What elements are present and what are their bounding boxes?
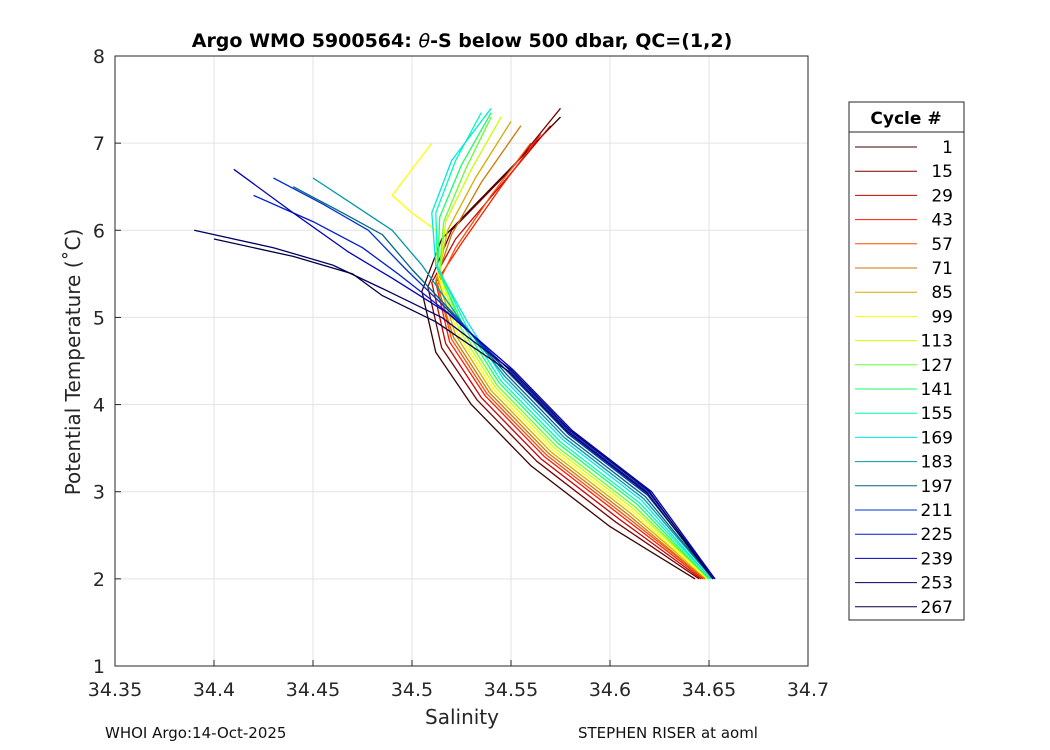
series-line-cycle-225 <box>253 194 716 580</box>
series-line-cycle-267 <box>213 238 714 580</box>
plot-frame <box>114 55 809 667</box>
x-tick-label: 34.45 <box>286 679 340 701</box>
y-tick-label: 1 <box>93 656 105 678</box>
y-tick-label: 8 <box>93 46 105 68</box>
legend-label: 239 <box>921 549 953 569</box>
series-line-cycle-169 <box>431 107 712 580</box>
y-tick-labels: 1 2 3 4 5 6 7 8 <box>93 46 105 678</box>
series-line-cycle-99 <box>391 142 708 580</box>
x-tick-labels: 34.35 34.4 34.45 34.5 34.55 34.6 34.65 34.7 <box>88 679 829 701</box>
legend-label: 99 <box>931 307 953 327</box>
legend-label: 267 <box>921 598 953 618</box>
x-tick-label: 34.4 <box>193 679 235 701</box>
x-tick-label: 34.5 <box>391 679 433 701</box>
legend-label: 113 <box>921 332 953 352</box>
series-line-cycle-127 <box>439 116 710 580</box>
footer-credit: WHOI Argo:14-Oct-2025 <box>105 724 287 742</box>
x-tick-label: 34.55 <box>484 679 538 701</box>
legend-box <box>848 101 965 621</box>
legend-label: 183 <box>921 453 953 473</box>
y-tick-label: 7 <box>93 133 105 155</box>
legend-label: 15 <box>931 162 953 182</box>
y-tick-label: 4 <box>93 395 105 417</box>
x-tick-label: 34.65 <box>682 679 736 701</box>
series-line-cycle-71 <box>435 125 706 580</box>
series-group <box>194 107 716 580</box>
series-line-cycle-253 <box>194 229 714 580</box>
series-line-cycle-197 <box>292 186 714 580</box>
chart-title: Argo WMO 5900564: θ-S below 500 dbar, QC… <box>192 30 733 52</box>
series-line-cycle-211 <box>273 177 716 580</box>
series-line-cycle-183 <box>312 177 714 580</box>
series-line-cycle-15 <box>427 107 700 580</box>
y-tick-label: 2 <box>93 569 105 591</box>
legend-label: 85 <box>931 283 953 303</box>
y-tick-label: 6 <box>93 220 105 242</box>
legend-label: 57 <box>931 235 953 255</box>
legend-items: 1 15 29 43 57 71 85 99 113 127 141 155 169 183 197 211 2… <box>855 138 953 618</box>
legend-label: 211 <box>921 501 953 521</box>
legend-label: 127 <box>921 356 953 376</box>
legend-label: 1 <box>942 138 953 158</box>
legend-label: 71 <box>931 259 953 279</box>
legend-label: 43 <box>931 211 953 231</box>
x-axis-label: Salinity <box>425 705 499 729</box>
series-line-cycle-57 <box>437 142 706 580</box>
series-line-cycle-155 <box>435 112 712 580</box>
y-tick-label: 5 <box>93 307 105 329</box>
legend-label: 253 <box>921 574 953 594</box>
footer-author: STEPHEN RISER at aoml <box>578 724 758 742</box>
legend-label: 29 <box>931 186 953 206</box>
y-tick-label: 3 <box>93 482 105 504</box>
legend-label: 155 <box>921 404 953 424</box>
legend-label: 225 <box>921 525 953 545</box>
legend-label: 197 <box>921 477 953 497</box>
series-line-cycle-239 <box>233 168 716 580</box>
legend: Cycle # 1 15 29 43 57 71 85 99 113 127 141 155 169 18… <box>848 101 965 621</box>
x-tick-label: 34.35 <box>88 679 142 701</box>
series-line-cycle-43 <box>435 134 704 580</box>
y-axis-label: Potential Temperature (˚C) <box>61 229 85 496</box>
legend-label: 169 <box>921 428 953 448</box>
x-tick-label: 34.6 <box>589 679 631 701</box>
legend-label: 141 <box>921 380 953 400</box>
series-line-cycle-1 <box>421 116 696 580</box>
legend-title: Cycle # <box>870 109 941 129</box>
x-tick-label: 34.7 <box>787 679 829 701</box>
